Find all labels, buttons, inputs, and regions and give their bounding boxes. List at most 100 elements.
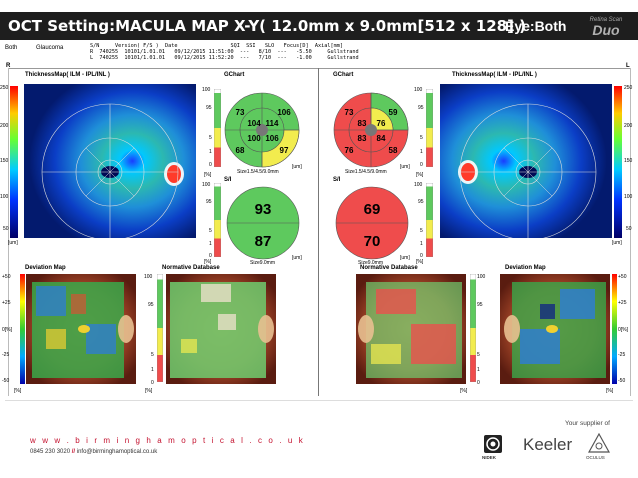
r-si-um: [um] bbox=[292, 255, 302, 261]
r-gchart-scale bbox=[214, 89, 221, 167]
l-si-um: [um] bbox=[400, 255, 410, 261]
r-norm-100: 100 bbox=[144, 274, 153, 280]
l-si-pct-unit: [%] bbox=[416, 259, 424, 265]
l-pct-100: 100 bbox=[414, 87, 423, 93]
l-thickness-title: ThicknessMap( ILM - IPL/INL ) bbox=[452, 72, 537, 78]
l-tick-100: 100 bbox=[624, 194, 633, 200]
r-g-inner-bottom-right: 106 bbox=[265, 134, 279, 143]
l-gchart-pct-unit: [%] bbox=[416, 172, 424, 178]
l-g-inner-top-left: 83 bbox=[358, 119, 367, 128]
r-tick-100: 100 bbox=[0, 194, 9, 200]
eye-label: Eye:Both bbox=[505, 18, 567, 34]
l-dev-plus50: +50 bbox=[618, 274, 627, 280]
l-norm-pct-unit: [%] bbox=[460, 388, 468, 394]
oct-report: OCT Setting:MACULA MAP X-Y( 12.0mm x 9.0… bbox=[0, 12, 638, 397]
l-g-inner-bottom-left: 83 bbox=[358, 134, 367, 143]
r-si-pct-95: 95 bbox=[206, 199, 212, 205]
oculus-logo-icon bbox=[588, 433, 610, 453]
l-si-superior: 69 bbox=[364, 201, 381, 218]
nidek-logo-text: NIDEK bbox=[482, 455, 497, 460]
l-si-pct-0: 0 bbox=[420, 253, 423, 259]
l-gchart-scale bbox=[426, 89, 433, 167]
diagnosis: Glaucoma bbox=[36, 45, 64, 51]
l-si-scale bbox=[426, 183, 433, 257]
l-thickness-scale bbox=[614, 86, 622, 238]
r-tick-50: 50 bbox=[3, 226, 9, 232]
supplier-text: Your supplier of bbox=[565, 420, 610, 427]
r-norm-95: 95 bbox=[148, 302, 154, 308]
l-deviation-map bbox=[500, 274, 610, 384]
l-g-bottom-right: 58 bbox=[389, 146, 398, 155]
l-thickness-scale-bar bbox=[614, 86, 622, 238]
l-gchart-size: Size1.5/4.5/9.0mm bbox=[345, 169, 387, 175]
l-si-circle: 69 70 bbox=[335, 186, 409, 260]
r-norm-0: 0 bbox=[151, 380, 154, 386]
l-pct-5: 5 bbox=[420, 135, 423, 141]
l-normative-title: Normative Database bbox=[360, 265, 418, 271]
r-g-inner-bottom-left: 100 bbox=[247, 134, 261, 143]
l-si-pct-1: 1 bbox=[420, 241, 423, 247]
right-side-label: R bbox=[6, 63, 11, 69]
l-g-inner-bottom-right: 84 bbox=[377, 134, 386, 143]
l-gchart-circle: 73 59 83 76 83 84 76 58 bbox=[333, 92, 409, 168]
l-dev-zero: 0[%] bbox=[618, 327, 629, 333]
l-norm-95: 95 bbox=[477, 302, 483, 308]
r-dev-scale bbox=[20, 274, 25, 384]
footer-divider bbox=[5, 400, 633, 401]
r-dev-minus50: -50 bbox=[2, 378, 10, 384]
l-normative-map bbox=[356, 274, 466, 384]
r-thickness-title: ThicknessMap( ILM - IPL/INL ) bbox=[25, 72, 110, 78]
r-si-circle: 93 87 bbox=[226, 186, 300, 260]
r-normative-map bbox=[166, 274, 276, 384]
left-side-label: L bbox=[626, 63, 630, 69]
r-si-pct-unit: [%] bbox=[204, 259, 212, 265]
l-si-pct-5: 5 bbox=[420, 228, 423, 234]
r-pct-100: 100 bbox=[202, 87, 211, 93]
l-norm-5: 5 bbox=[477, 352, 480, 358]
r-si-inferior: 87 bbox=[255, 233, 272, 250]
website-url[interactable]: w w w . b i r m i n g h a m o p t i c a … bbox=[30, 436, 305, 445]
l-tick-50: 50 bbox=[626, 226, 632, 232]
r-gchart-title: GChart bbox=[224, 72, 245, 78]
l-pct-1: 1 bbox=[420, 149, 423, 155]
nidek-logo-shape bbox=[486, 437, 500, 451]
l-si-pct-100: 100 bbox=[414, 182, 423, 188]
top-divider bbox=[8, 68, 630, 69]
l-tick-250: 250 bbox=[624, 85, 633, 91]
l-norm-100: 100 bbox=[477, 274, 486, 280]
l-si-pct-95: 95 bbox=[418, 199, 424, 205]
l-g-bottom-left: 76 bbox=[345, 146, 354, 155]
r-norm-5: 5 bbox=[151, 352, 154, 358]
title-bar: OCT Setting:MACULA MAP X-Y( 12.0mm x 9.0… bbox=[0, 12, 638, 40]
r-norm-1: 1 bbox=[151, 367, 154, 373]
r-g-bottom-left: 68 bbox=[236, 146, 245, 155]
r-pct-95: 95 bbox=[206, 105, 212, 111]
header-row-right: R 740255 10101/1.01.01 09/12/2015 11:51:… bbox=[90, 49, 359, 55]
l-pct-95: 95 bbox=[418, 105, 424, 111]
r-tick-200: 200 bbox=[0, 123, 9, 129]
r-gchart-um: [um] bbox=[292, 164, 302, 170]
r-si-title: S/I bbox=[224, 177, 232, 183]
r-thickness-scale-bar bbox=[10, 86, 18, 238]
phone-number: 0845 230 3020 bbox=[30, 449, 71, 455]
email-link[interactable]: info@birminghamoptical.co.uk bbox=[76, 449, 158, 455]
report-title: OCT Setting:MACULA MAP X-Y( 12.0mm x 9.0… bbox=[8, 17, 527, 35]
r-pct-1: 1 bbox=[209, 149, 212, 155]
header-row-left: L 740255 10101/1.01.01 09/12/2015 11:52:… bbox=[90, 55, 359, 61]
r-dev-plus50: +50 bbox=[2, 274, 11, 280]
contact-line: 0845 230 3020 // info@birminghamoptical.… bbox=[30, 449, 157, 455]
r-gchart-size: Size1.5/4.5/9.0mm bbox=[237, 169, 279, 175]
l-dev-minus50: -50 bbox=[618, 378, 626, 384]
center-divider bbox=[318, 68, 319, 396]
r-dev-minus25: -25 bbox=[2, 352, 10, 358]
r-norm-scale bbox=[157, 274, 163, 382]
r-normative-title: Normative Database bbox=[162, 265, 220, 271]
l-g-top-right: 59 bbox=[389, 108, 398, 117]
r-g-top-left: 73 bbox=[236, 108, 245, 117]
r-gchart-circle: 73 106 104 114 100 106 68 97 bbox=[224, 92, 300, 168]
r-dev-pct-unit: [%] bbox=[14, 388, 22, 394]
oculus-logo-text: OCULUS bbox=[586, 455, 605, 460]
r-si-scale bbox=[214, 183, 221, 257]
r-thickness-map bbox=[24, 84, 196, 238]
r-si-pct-0: 0 bbox=[209, 253, 212, 259]
